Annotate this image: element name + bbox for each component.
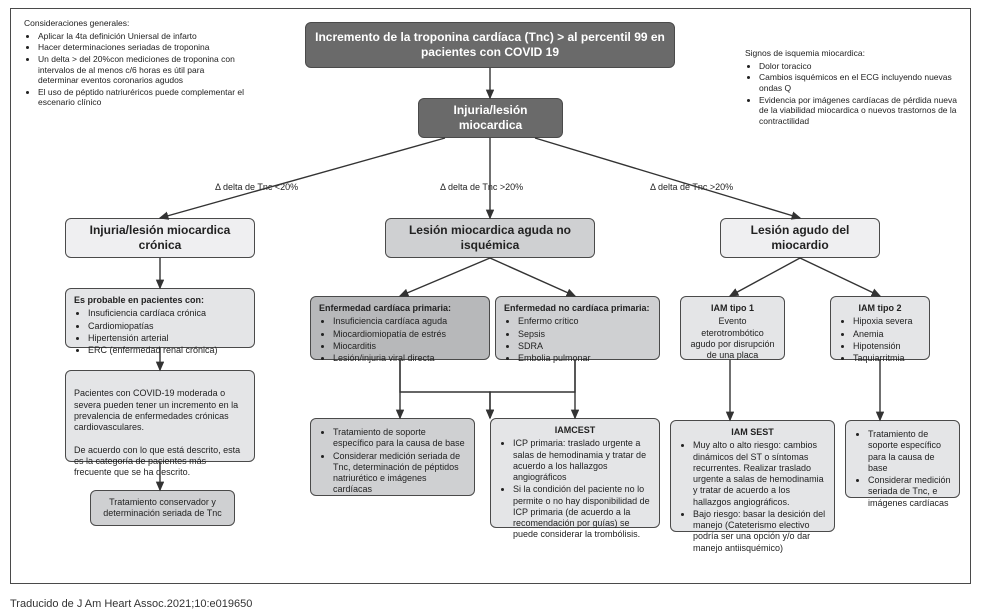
delta-label-gt20b: Δ delta de Tnc >20% — [650, 182, 733, 192]
iamcest-item: Si la condición del paciente no lo permi… — [513, 484, 651, 540]
noncardiac-primary-item: Sepsis — [518, 329, 651, 340]
delta-label-gt20a: Δ delta de Tnc >20% — [440, 182, 523, 192]
primary-cardiac-title: Enfermedad cardíaca primaria: — [319, 303, 481, 314]
iam-type2-title: IAM tipo 2 — [839, 303, 921, 314]
delta-label-lt20: Δ delta de Tnc <20% — [215, 182, 298, 192]
mi-treatment-item: Considerar medición seriada de Tnc, e im… — [868, 475, 951, 509]
consideration-item: Aplicar la 4ta definición Uniersal de in… — [38, 31, 244, 42]
noncardiac-primary-item: SDRA — [518, 341, 651, 352]
noncardiac-primary-item: Enfermo crítico — [518, 316, 651, 327]
nonischemic-treatment-list: Tratamiento de soporte específico para l… — [319, 427, 466, 496]
chronic-treatment-text: Tratamiento conservador y determinación … — [99, 497, 226, 520]
primary-cardiac-list: Insuficiencia cardíaca aguda Miocardiomi… — [319, 316, 481, 364]
primary-cardiac-box: Enfermedad cardíaca primaria: Insuficien… — [310, 296, 490, 360]
chronic-probable-item: Hipertensión arterial — [88, 333, 246, 344]
iam-type1-box: IAM tipo 1 Evento eterotrombótico agudo … — [680, 296, 785, 360]
chronic-treatment: Tratamiento conservador y determinación … — [90, 490, 235, 526]
chronic-head: Injuria/lesión miocardica crónica — [65, 218, 255, 258]
noncardiac-primary-box: Enfermedad no cardíaca primaria: Enfermo… — [495, 296, 660, 360]
mi-treatment-list: Tratamiento de soporte específico para l… — [854, 429, 951, 509]
chronic-head-text: Injuria/lesión miocardica crónica — [74, 223, 246, 253]
iamcest-item: ICP primaria: traslado urgente a salas d… — [513, 438, 651, 483]
ischemia-sign-item: Cambios isquémicos en el ECG incluyendo … — [759, 72, 960, 93]
nonischemic-treatment-item: Considerar medición seriada de Tnc, dete… — [333, 451, 466, 496]
noncardiac-primary-title: Enfermedad no cardíaca primaria: — [504, 303, 651, 314]
nonischemic-treatment-item: Tratamiento de soporte específico para l… — [333, 427, 466, 450]
iam-type2-item: Taquiarritmia — [853, 353, 921, 364]
iam-type2-item: Hipoxia severa — [853, 316, 921, 327]
chronic-probable-item: Insuficiencia cardíaca crónica — [88, 308, 246, 319]
ischemia-sign-item: Dolor toracico — [759, 61, 960, 72]
primary-cardiac-item: Miocarditis — [333, 341, 481, 352]
root-node: Incremento de la troponina cardíaca (Tnc… — [305, 22, 675, 68]
ischemia-signs-list: Dolor toracico Cambios isquémicos en el … — [745, 61, 960, 127]
iam-type1-title: IAM tipo 1 — [689, 303, 776, 314]
citation-text: Traducido de J Am Heart Assoc.2021;10:e0… — [10, 598, 252, 610]
iam-type2-item: Anemia — [853, 329, 921, 340]
iam-type2-box: IAM tipo 2 Hipoxia severa Anemia Hipoten… — [830, 296, 930, 360]
acute-mi-head-text: Lesión agudo del miocardio — [729, 223, 871, 253]
iamcest-title: IAMCEST — [499, 425, 651, 436]
iam-type2-item: Hipotensión — [853, 341, 921, 352]
consideration-item: Hacer determinaciones seriadas de tropon… — [38, 42, 244, 53]
noncardiac-primary-list: Enfermo crítico Sepsis SDRA Embolia pulm… — [504, 316, 651, 364]
chronic-probable-item: ERC (enfermedad renal crónica) — [88, 345, 246, 356]
ischemia-signs-box: Signos de isquemia miocardica: Dolor tor… — [745, 48, 960, 127]
nonischemic-treatment-box: Tratamiento de soporte específico para l… — [310, 418, 475, 496]
noncardiac-primary-item: Embolia pulmonar — [518, 353, 651, 364]
primary-cardiac-item: Miocardiomiopatía de estrés — [333, 329, 481, 340]
iam-sest-item: Bajo riesgo: basar la desición del manej… — [693, 509, 826, 554]
iam-sest-box: IAM SEST Muy alto o alto riesgo: cambios… — [670, 420, 835, 532]
injury-title: Injuria/lesión miocardica — [427, 103, 554, 133]
ischemia-sign-item: Evidencia por imágenes cardíacas de pérd… — [759, 95, 960, 127]
primary-cardiac-item: Insuficiencia cardíaca aguda — [333, 316, 481, 327]
iam-sest-item: Muy alto o alto riesgo: cambios dinámico… — [693, 440, 826, 508]
considerations-title: Consideraciones generales: — [24, 18, 244, 29]
consideration-item: El uso de péptido natriuréricos puede co… — [38, 87, 244, 108]
iam-type2-list: Hipoxia severa Anemia Hipotensión Taquia… — [839, 316, 921, 364]
mi-treatment-item: Tratamiento de soporte específico para l… — [868, 429, 951, 474]
ischemia-signs-title: Signos de isquemia miocardica: — [745, 48, 960, 59]
chronic-note: Pacientes con COVID-19 moderada o severa… — [65, 370, 255, 462]
injury-node: Injuria/lesión miocardica — [418, 98, 563, 138]
chronic-probable-list: Insuficiencia cardíaca crónica Cardiomio… — [74, 308, 246, 356]
consideration-item: Un delta > del 20%con mediciones de trop… — [38, 54, 244, 86]
mi-treatment-box: Tratamiento de soporte específico para l… — [845, 420, 960, 498]
considerations-list: Aplicar la 4ta definición Uniersal de in… — [24, 31, 244, 108]
chronic-probable-title: Es probable en pacientes con: — [74, 295, 246, 306]
chronic-probable: Es probable en pacientes con: Insuficien… — [65, 288, 255, 348]
iam-sest-title: IAM SEST — [679, 427, 826, 438]
iam-sest-list: Muy alto o alto riesgo: cambios dinámico… — [679, 440, 826, 554]
iamcest-list: ICP primaria: traslado urgente a salas d… — [499, 438, 651, 540]
chronic-probable-item: Cardiomiopatías — [88, 321, 246, 332]
primary-cardiac-item: Lesión/injuria viral directa — [333, 353, 481, 364]
root-title: Incremento de la troponina cardíaca (Tnc… — [314, 30, 666, 60]
acute-nonischemic-head-text: Lesión miocardica aguda no isquémica — [394, 223, 586, 253]
considerations-box: Consideraciones generales: Aplicar la 4t… — [24, 18, 244, 109]
acute-mi-head: Lesión agudo del miocardio — [720, 218, 880, 258]
acute-nonischemic-head: Lesión miocardica aguda no isquémica — [385, 218, 595, 258]
iam-type1-text: Evento eterotrombótico agudo por disrupc… — [689, 316, 776, 361]
iamcest-box: IAMCEST ICP primaria: traslado urgente a… — [490, 418, 660, 528]
